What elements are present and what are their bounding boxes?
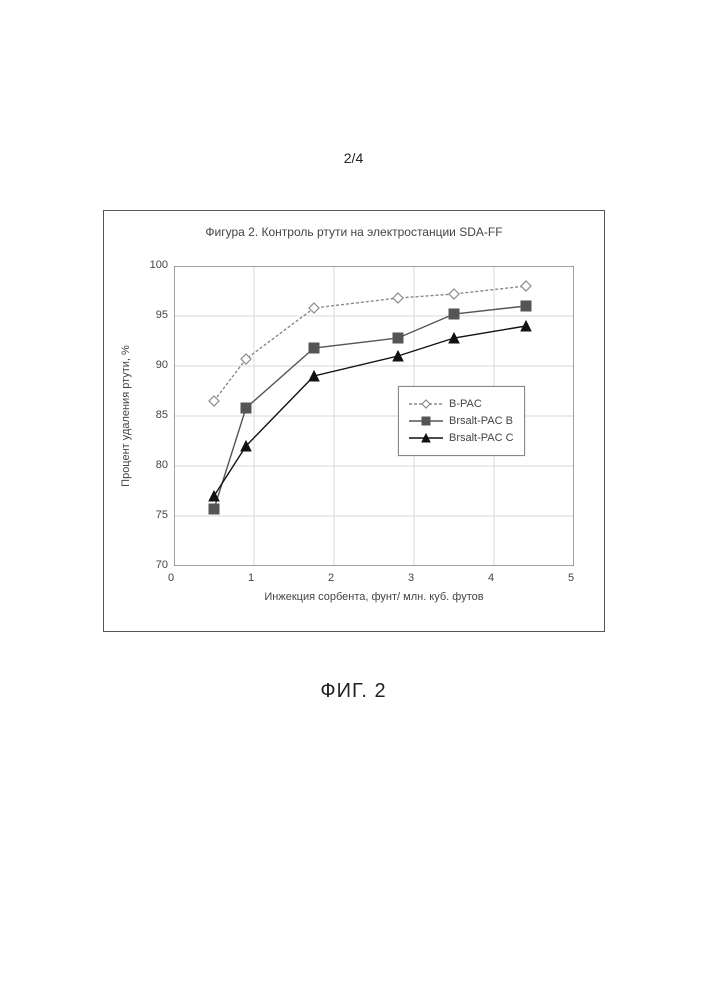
y-tick: 100 bbox=[140, 259, 168, 271]
legend-label: B-PAC bbox=[449, 398, 482, 410]
legend-item: Brsalt-PAC B bbox=[409, 415, 514, 427]
y-tick: 85 bbox=[140, 409, 168, 421]
page: 2/4 Фигура 2. Контроль ртути на электрос… bbox=[0, 0, 707, 1000]
page-number: 2/4 bbox=[0, 150, 707, 166]
y-axis-label: Процент удаления ртути, % bbox=[116, 266, 136, 566]
y-tick: 80 bbox=[140, 459, 168, 471]
y-axis-label-text: Процент удаления ртути, % bbox=[120, 345, 132, 487]
x-tick: 0 bbox=[168, 572, 174, 584]
x-tick: 3 bbox=[408, 572, 414, 584]
x-axis-label: Инжекция сорбента, фунт/ млн. куб. футов bbox=[174, 591, 574, 603]
chart-title: Фигура 2. Контроль ртути на электростанц… bbox=[104, 225, 604, 239]
x-tick: 5 bbox=[568, 572, 574, 584]
legend-swatch bbox=[409, 398, 443, 410]
legend-item: B-PAC bbox=[409, 398, 514, 410]
chart-frame: Фигура 2. Контроль ртути на электростанц… bbox=[103, 210, 605, 632]
legend-item: Brsalt-PAC C bbox=[409, 432, 514, 444]
y-tick: 95 bbox=[140, 309, 168, 321]
legend-swatch bbox=[409, 432, 443, 444]
legend-swatch bbox=[409, 415, 443, 427]
x-tick: 2 bbox=[328, 572, 334, 584]
legend: B-PAC Brsalt-PAC B Brsalt-PAC C bbox=[398, 386, 525, 456]
y-tick: 75 bbox=[140, 509, 168, 521]
legend-label: Brsalt-PAC C bbox=[449, 432, 514, 444]
plot-area: 707580859095100 012345 B-PACBrsalt-PAC B… bbox=[174, 266, 574, 566]
x-tick: 4 bbox=[488, 572, 494, 584]
legend-label: Brsalt-PAC B bbox=[449, 415, 513, 427]
x-tick: 1 bbox=[248, 572, 254, 584]
y-tick: 70 bbox=[140, 559, 168, 571]
y-tick: 90 bbox=[140, 359, 168, 371]
figure-caption: ФИГ. 2 bbox=[0, 680, 707, 703]
